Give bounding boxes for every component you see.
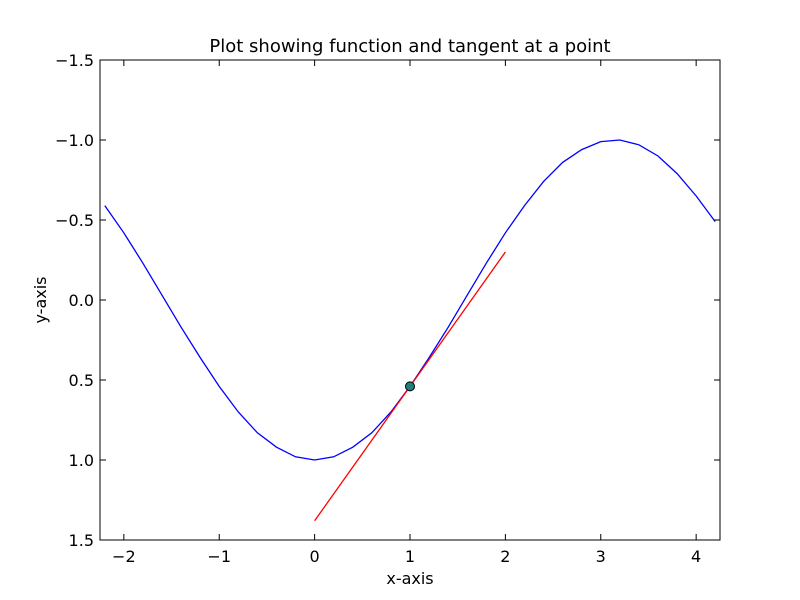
- y-tick-label: 0.5: [69, 371, 94, 390]
- y-tick-label: −1.0: [55, 131, 94, 150]
- y-tick-label: 0.0: [69, 291, 94, 310]
- y-tick-label: 1.0: [69, 451, 94, 470]
- tangent-point-marker: [405, 381, 415, 392]
- chart-title: Plot showing function and tangent at a p…: [209, 36, 610, 57]
- series-layer: [104, 139, 716, 522]
- ticks-layer: −2 −1 0 1 2 3 4 −1.5 −1.0 −0.5 0.0 0.5 1.0 1.5: [55, 51, 720, 566]
- y-tick-label: 1.5: [69, 531, 94, 550]
- x-tick-label: 0: [310, 547, 320, 566]
- y-tick-label: −1.5: [55, 51, 94, 70]
- x-tick-label: 2: [500, 547, 510, 566]
- x-tick-label: 1: [405, 547, 415, 566]
- y-tick-label: −0.5: [55, 211, 94, 230]
- x-tick-label: 3: [596, 547, 606, 566]
- y-axis-label: y-axis: [31, 276, 50, 323]
- function-line: [104, 139, 716, 461]
- x-tick-label: −2: [112, 547, 136, 566]
- x-axis-label: x-axis: [386, 569, 433, 588]
- x-tick-label: 4: [691, 547, 701, 566]
- x-tick-label: −1: [207, 547, 231, 566]
- plot-frame: [99, 59, 721, 541]
